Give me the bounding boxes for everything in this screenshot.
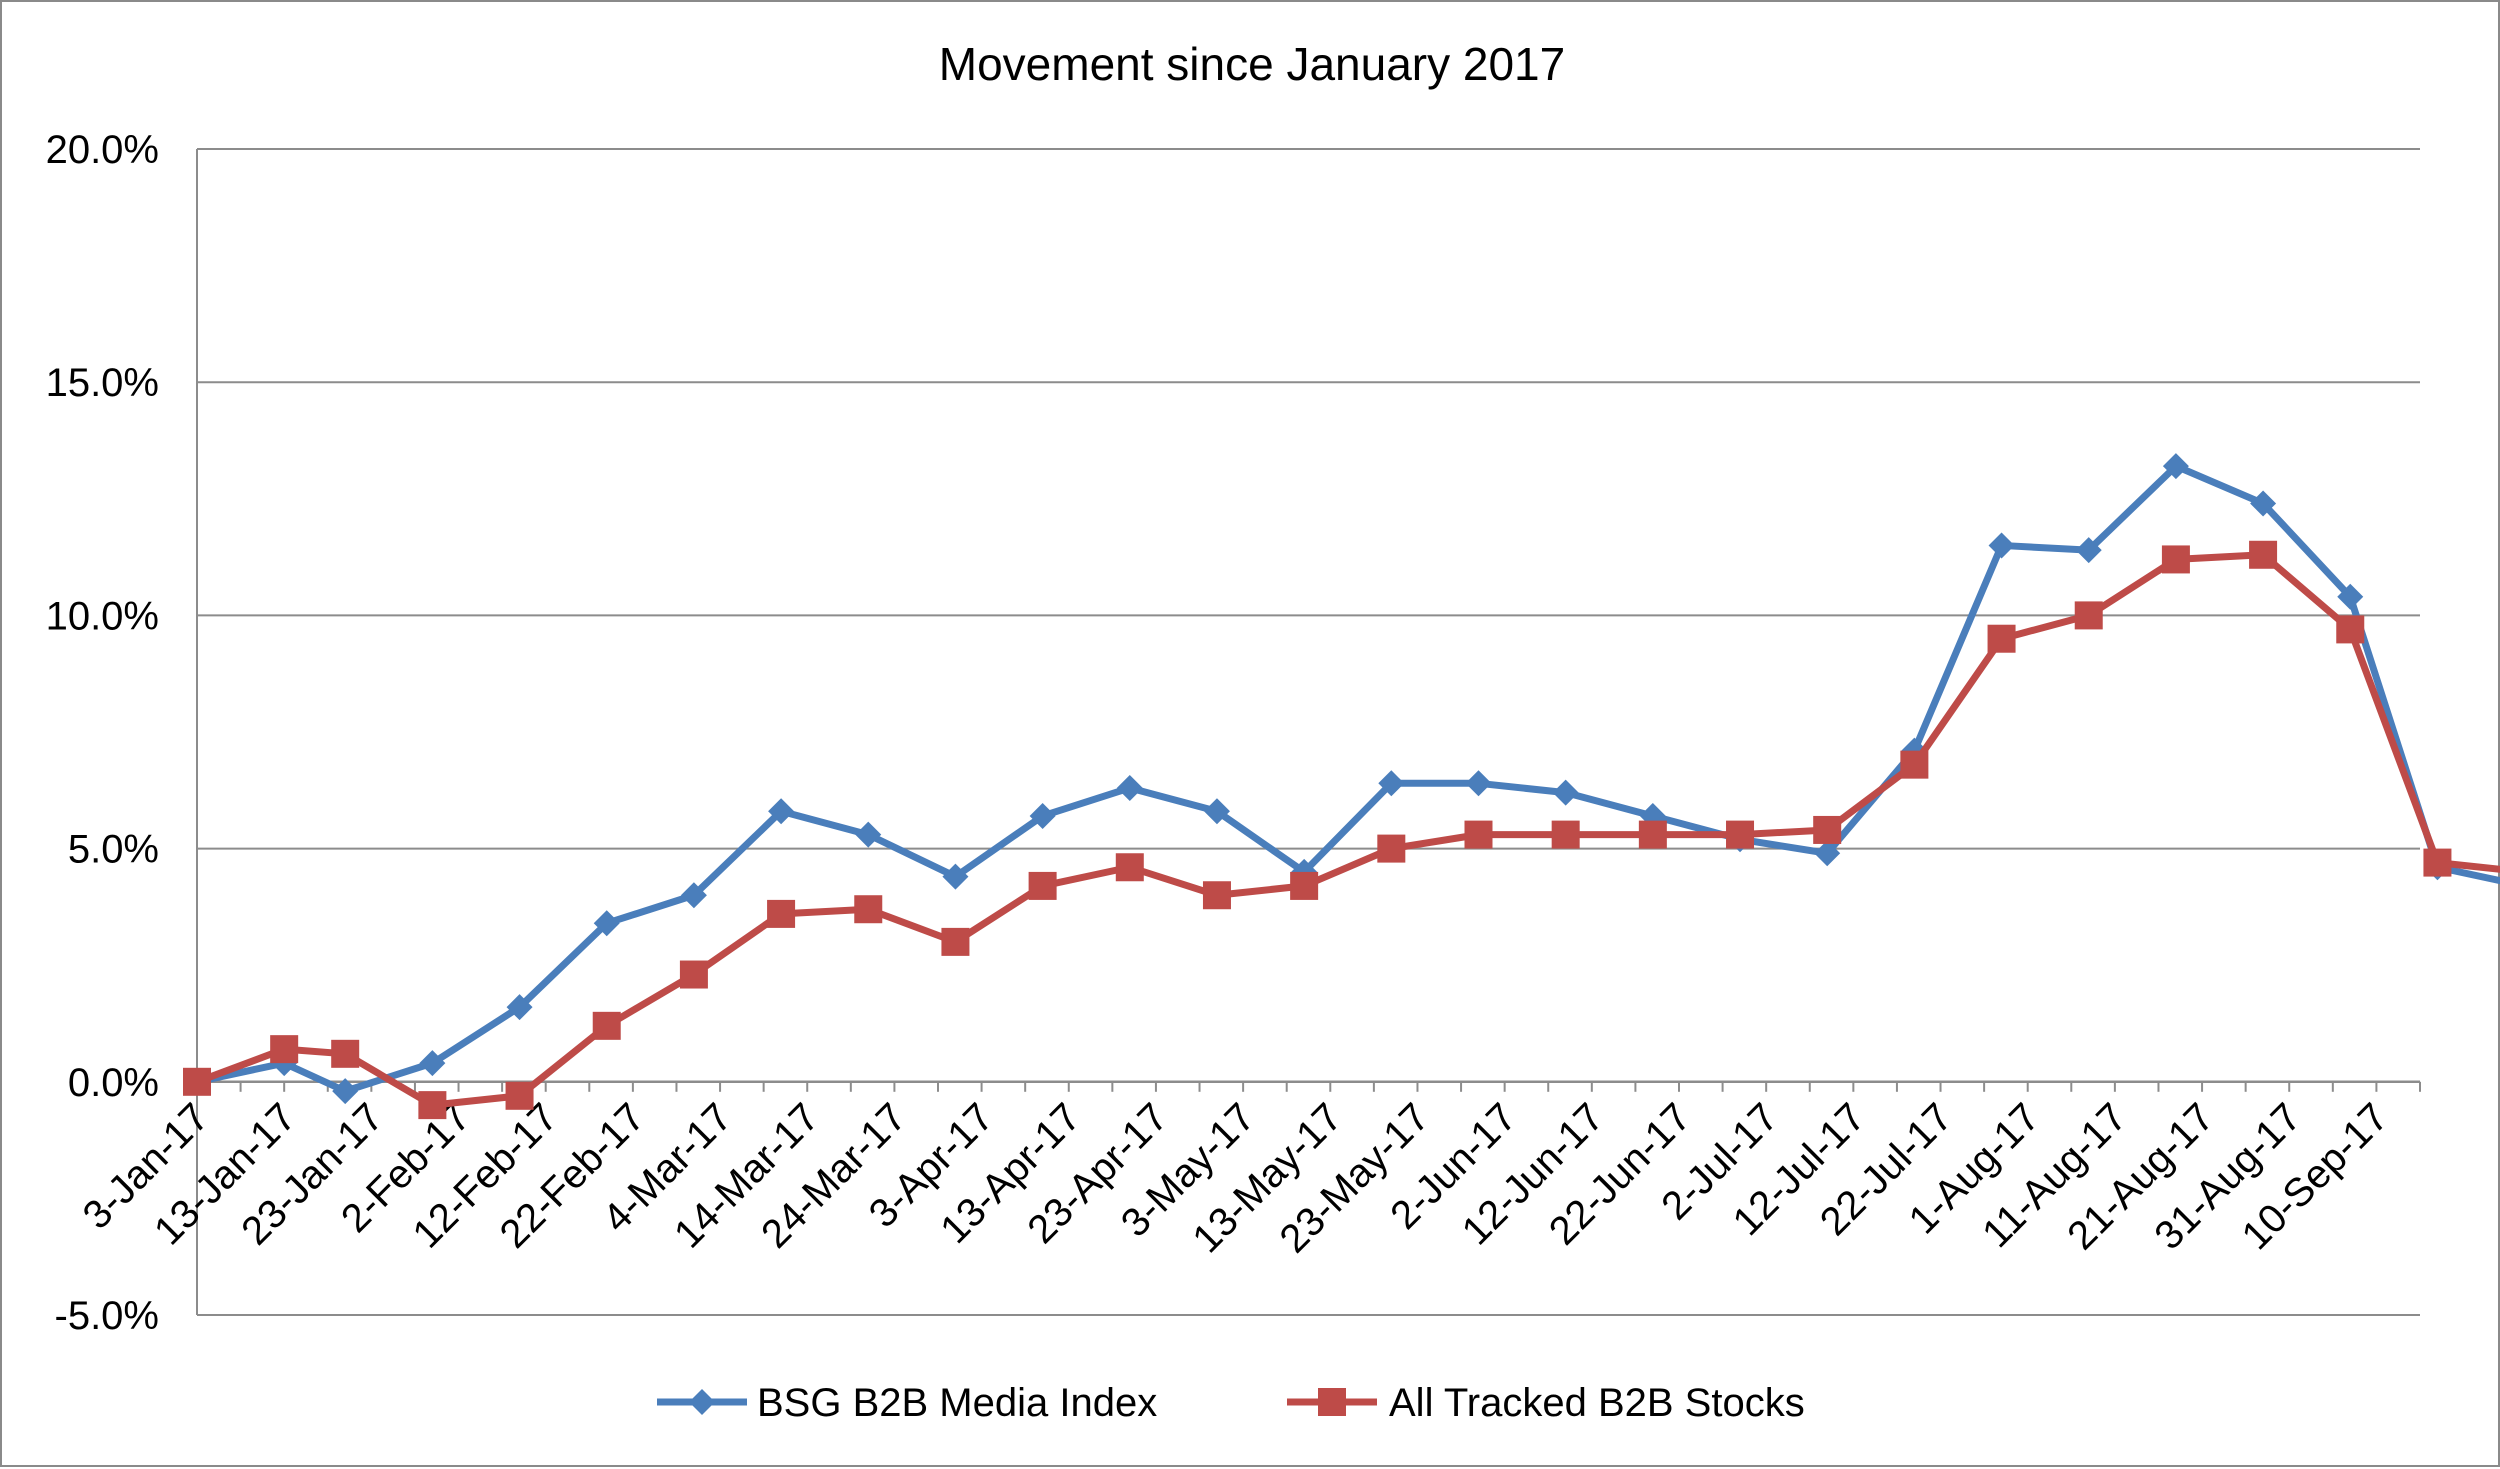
data-point [767,899,796,928]
data-point [679,960,708,989]
data-point [418,1091,447,1120]
data-point [854,895,883,924]
data-point [505,1081,534,1110]
data-point [2337,583,2364,610]
data-point [1814,840,1841,867]
data-point [270,1035,299,1064]
legend-label: All Tracked B2B Stocks [1389,1381,1805,1425]
data-point [183,1067,211,1096]
x-axis-tick-labels: 3-Jan-1713-Jan-1723-Jan-172-Feb-1712-Feb… [75,1095,2397,1261]
data-point [592,1011,621,1040]
y-axis-tick-labels: 20.0% 15.0% 10.0% 5.0% 0.0% -5.0% [46,128,159,1338]
data-point [1465,770,1492,797]
data-point [1551,820,1580,849]
data-point [2162,453,2189,480]
y-tick-label: 10.0% [46,594,159,638]
data-point [942,863,969,890]
data-point [1116,774,1143,801]
legend-marker [689,1389,715,1415]
data-point [2423,848,2452,877]
data-point [1290,871,1319,900]
data-point [2075,537,2102,564]
data-point [1377,834,1406,863]
data-point [1029,802,1056,829]
y-tick-label: 20.0% [46,128,159,172]
series-layer [183,453,2500,1120]
grid-layer [196,148,2421,1316]
data-point [331,1039,360,1068]
data-point [680,882,707,909]
data-point [332,1078,359,1105]
series-1 [184,453,2500,1105]
data-point [2249,540,2278,569]
series-line [195,551,2500,1109]
data-point [1988,532,2015,559]
legend-label: BSG B2B Media Index [757,1381,1157,1425]
data-point [1115,853,1144,882]
y-tick-label: -5.0% [55,1294,160,1338]
data-point [2336,615,2365,644]
data-point [1638,820,1667,849]
data-point [1552,779,1579,806]
y-tick-label: 0.0% [68,1061,159,1105]
data-point [1726,820,1755,849]
data-point [1900,750,1929,779]
data-point [1203,798,1230,825]
series-line [196,462,2500,1095]
data-point [2074,601,2103,630]
data-point [2161,545,2190,574]
data-point [1202,881,1231,910]
y-tick-label: 15.0% [46,361,159,405]
y-tick-label: 5.0% [68,828,159,872]
legend-entry: All Tracked B2B Stocks [1287,1381,1805,1425]
legend-entry: BSG B2B Media Index [657,1381,1157,1425]
data-point [855,821,882,848]
data-point [419,1050,446,1077]
series-2 [183,540,2500,1120]
data-point [1464,820,1493,849]
data-point [1378,770,1405,797]
data-point [2250,490,2277,517]
data-point [1028,871,1057,900]
legend-marker [1318,1388,1346,1416]
chart-title: Movement since January 2017 [939,38,1565,90]
legend: BSG B2B Media Index All Tracked B2B Stock… [657,1381,1805,1425]
data-point [941,927,970,956]
data-point [1813,815,1842,844]
data-point [593,910,620,937]
data-point [1987,624,2016,653]
data-point [768,798,795,825]
